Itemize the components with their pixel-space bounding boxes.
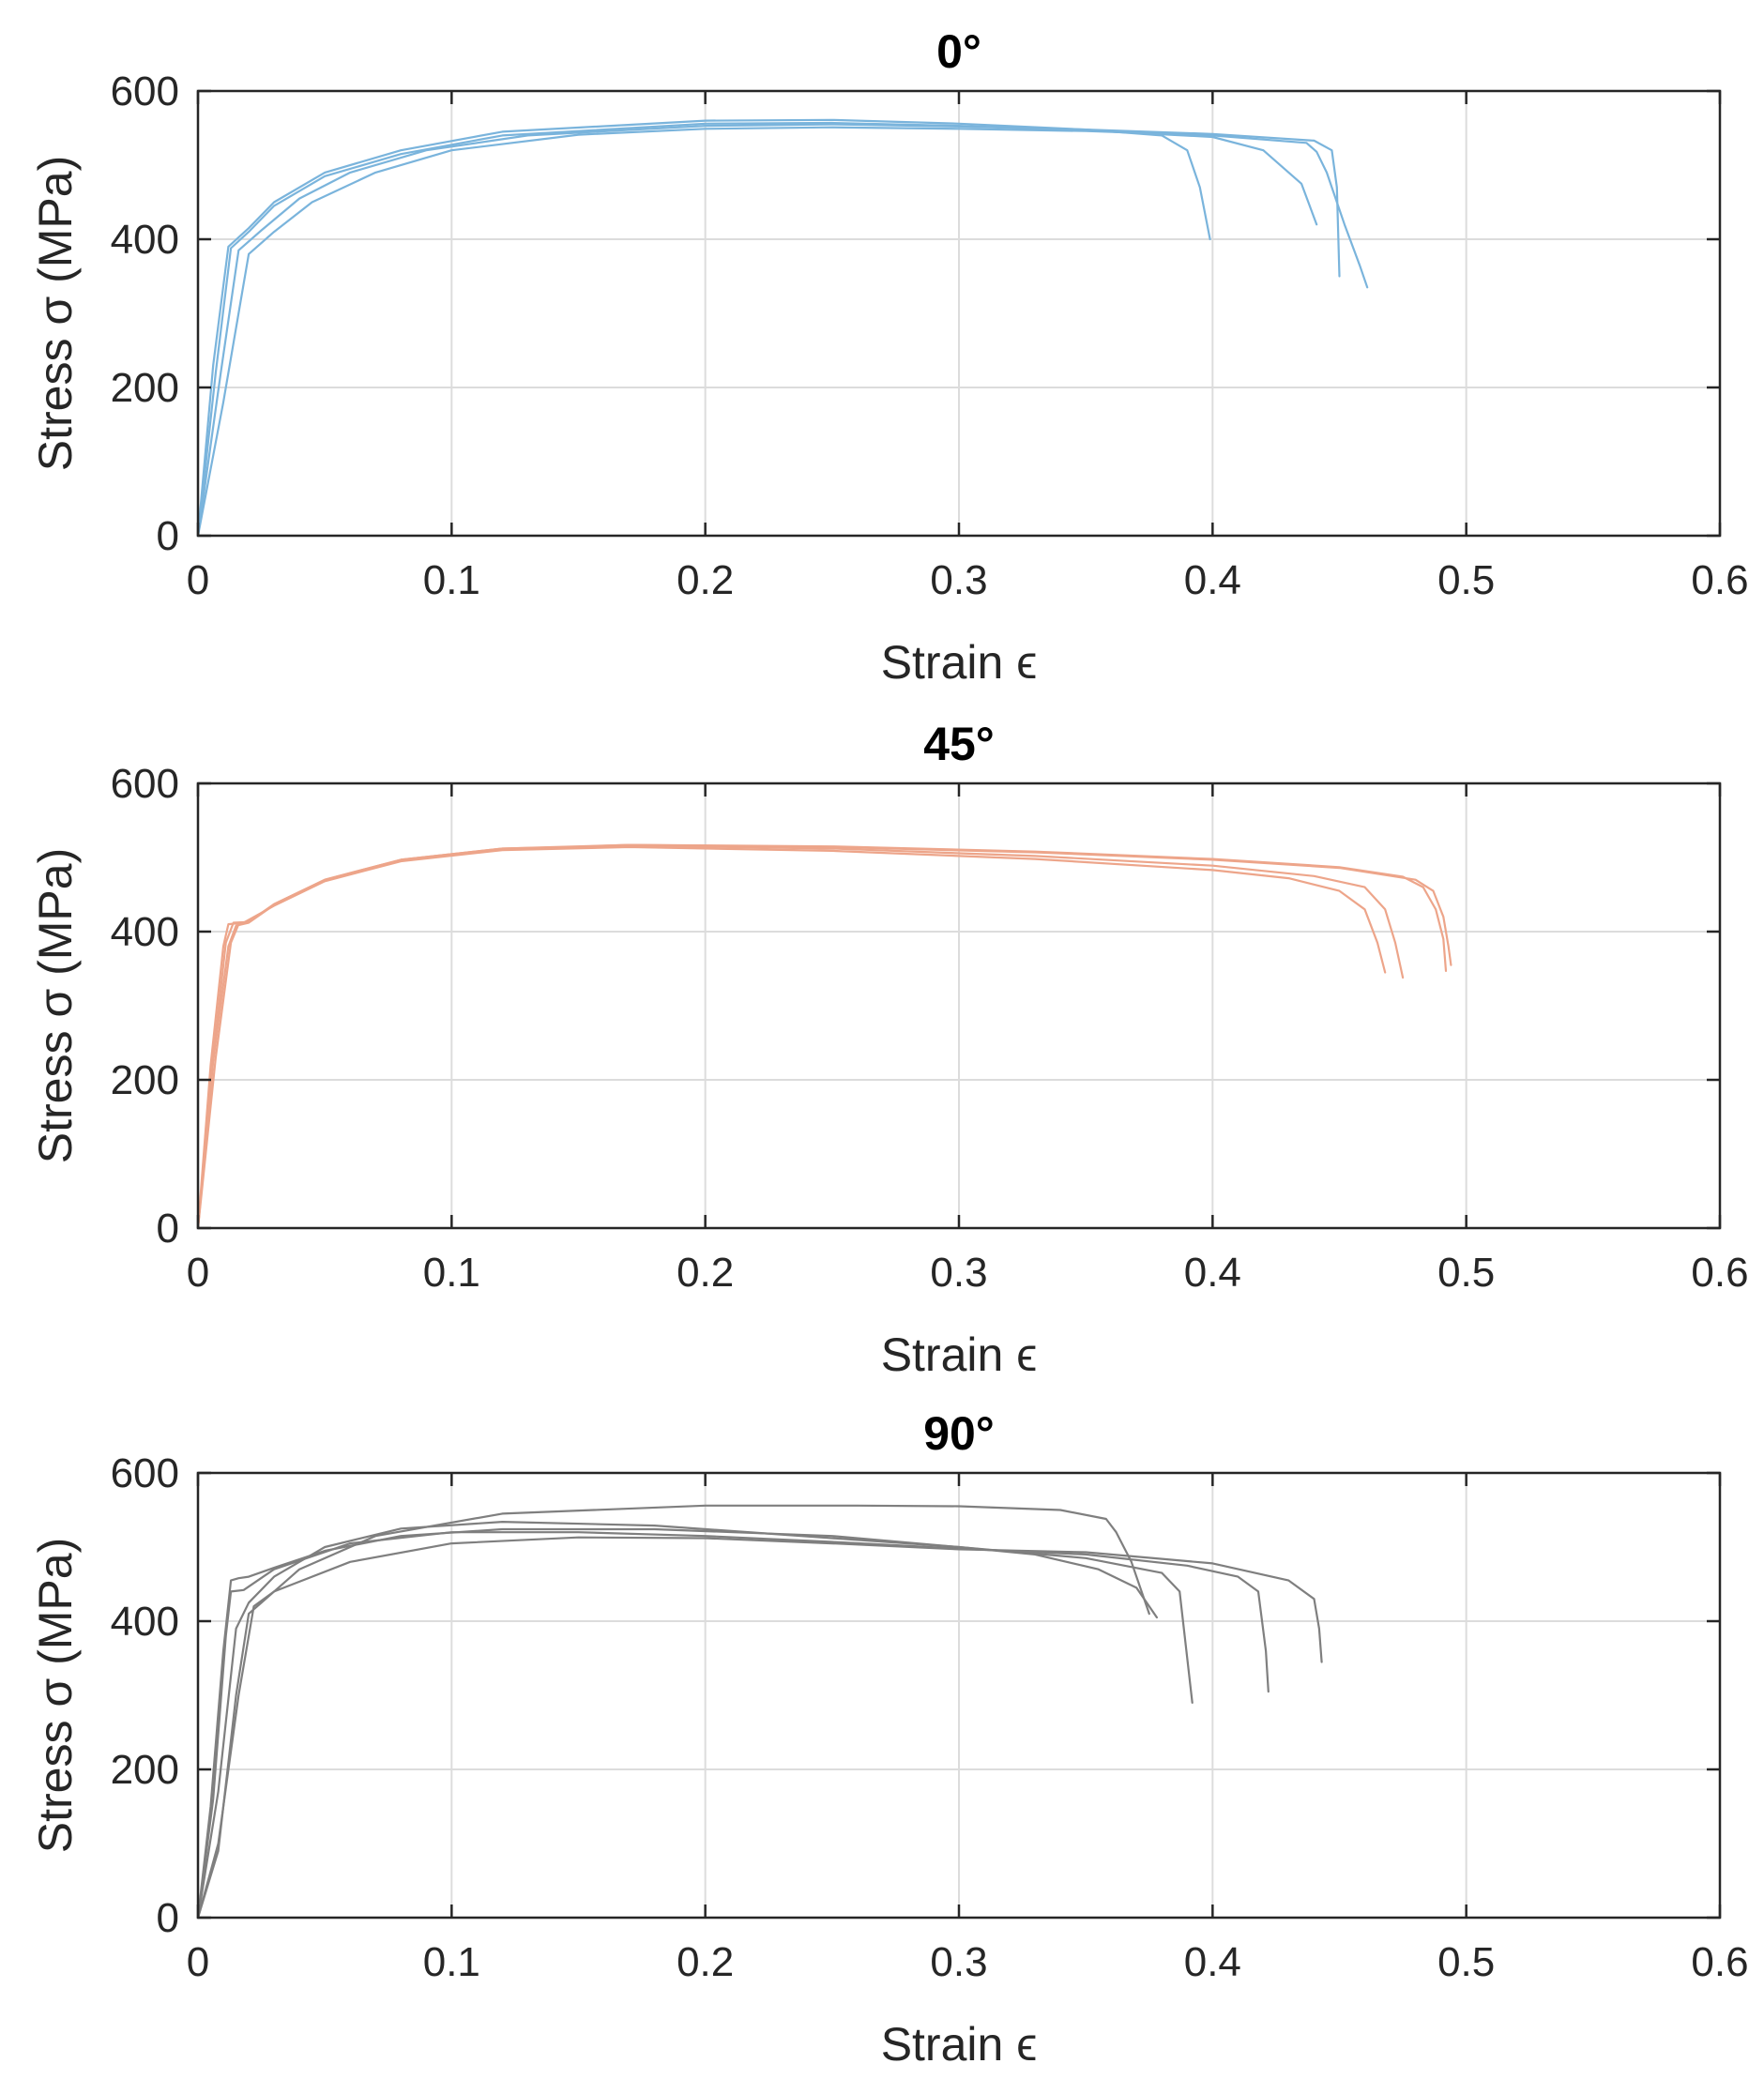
x-tick-label: 0.6: [1691, 1939, 1748, 1985]
chart-title: 45°: [923, 718, 995, 770]
y-tick-label: 200: [111, 1057, 179, 1103]
x-tick-label: 0.5: [1437, 1939, 1495, 1985]
x-tick-label: 0.5: [1437, 557, 1495, 603]
x-tick-label: 0.1: [423, 1250, 480, 1296]
y-tick-label: 0: [157, 1206, 179, 1252]
y-axis-label: Stress σ (MPa): [29, 1538, 82, 1853]
x-tick-label: 0.2: [677, 1939, 734, 1985]
x-tick-label: 0.2: [677, 557, 734, 603]
x-tick-label: 0.4: [1184, 1250, 1241, 1296]
x-tick-label: 0.3: [930, 1250, 987, 1296]
y-tick-label: 0: [157, 513, 179, 559]
series-group: [196, 118, 1369, 538]
series-line-1: [196, 845, 1387, 1230]
x-tick-label: 0.4: [1184, 557, 1241, 603]
series-line-5: [196, 1536, 1323, 1920]
y-tick-label: 200: [111, 1747, 179, 1793]
chart-title: 0°: [936, 25, 981, 78]
x-tick-label: 0.5: [1437, 1250, 1495, 1296]
series-line-2: [196, 1521, 1194, 1920]
series-line-3: [196, 843, 1448, 1230]
panel-45-degrees: 45° 0 0.1 0.2 0.3 0.4 0.5 0.6 0 200 400 600 Strain…: [29, 718, 1749, 1381]
grid: [198, 91, 1720, 536]
y-tick-label: 400: [111, 909, 179, 955]
x-tick-label: 0: [187, 1939, 209, 1985]
x-axis-label: Strain ϵ: [881, 2018, 1038, 2071]
y-tick-label: 600: [111, 1450, 179, 1496]
series-line-3: [196, 123, 1341, 538]
x-axis-label: Strain ϵ: [881, 636, 1038, 689]
panel-0-degrees: 0° 0 0.1 0.2 0.3 0.4 0.5 0.6 0 200 400 600 Strain …: [29, 25, 1749, 689]
x-tick-label: 0: [187, 1250, 209, 1296]
ticks: 0 0.1 0.2 0.3 0.4 0.5 0.6 0 200 400 600: [111, 761, 1749, 1296]
panel-90-degrees: 90° 0 0.1 0.2 0.3 0.4 0.5 0.6 0 200 400 600 Strain…: [29, 1407, 1749, 2071]
y-axis-label: Stress σ (MPa): [29, 156, 82, 471]
series-line-2: [196, 844, 1405, 1230]
y-axis-label: Stress σ (MPa): [29, 848, 82, 1163]
x-tick-label: 0.1: [423, 557, 480, 603]
x-tick-label: 0.6: [1691, 1250, 1748, 1296]
grid: [198, 783, 1720, 1228]
x-tick-label: 0.3: [930, 1939, 987, 1985]
series-group: [196, 843, 1452, 1230]
chart-title: 90°: [923, 1407, 995, 1460]
series-line-1: [196, 118, 1211, 538]
y-tick-label: 0: [157, 1895, 179, 1941]
y-tick-label: 400: [111, 217, 179, 263]
series-line-4: [196, 843, 1452, 1230]
series-line-1: [196, 1527, 1158, 1920]
x-tick-label: 0.3: [930, 557, 987, 603]
x-tick-label: 0.1: [423, 1939, 480, 1985]
x-tick-label: 0.4: [1184, 1939, 1241, 1985]
grid: [198, 1473, 1720, 1918]
series-line-2: [196, 121, 1318, 538]
series-group: [196, 1504, 1323, 1920]
series-line-4: [196, 1504, 1150, 1920]
x-tick-label: 0.2: [677, 1250, 734, 1296]
y-tick-label: 400: [111, 1599, 179, 1645]
x-tick-label: 0: [187, 557, 209, 603]
y-tick-label: 600: [111, 68, 179, 114]
ticks: 0 0.1 0.2 0.3 0.4 0.5 0.6 0 200 400 600: [111, 1450, 1749, 1985]
y-tick-label: 200: [111, 365, 179, 411]
series-line-4: [196, 126, 1369, 538]
y-tick-label: 600: [111, 761, 179, 807]
series-line-3: [196, 1531, 1270, 1920]
x-tick-label: 0.6: [1691, 557, 1748, 603]
ticks: 0 0.1 0.2 0.3 0.4 0.5 0.6 0 200 400 600: [111, 68, 1749, 603]
x-axis-label: Strain ϵ: [881, 1328, 1038, 1381]
